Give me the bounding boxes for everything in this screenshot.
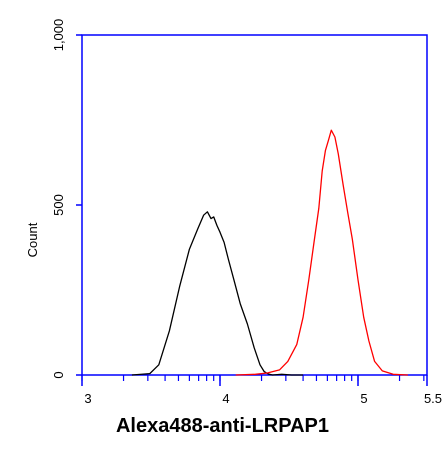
x-axis-label: Alexa488-anti-LRPAP1 — [115, 415, 330, 437]
x-tick-label: 3 — [84, 391, 91, 406]
histogram-line-0 — [131, 211, 304, 376]
histogram-series — [131, 129, 408, 376]
y-tick-label: 500 — [51, 194, 66, 216]
y-tick-label: 0 — [51, 371, 66, 378]
y-axis-label: Count — [25, 222, 40, 257]
x-tick-label: 4 — [222, 391, 229, 406]
y-tick-label: 1,000 — [51, 19, 66, 52]
plot-frame — [81, 34, 428, 376]
x-tick-label: 5.5 — [424, 391, 442, 406]
axis-ticks: 0 500 1,000 3 4 5 5.5 — [51, 19, 442, 406]
histogram-line-1 — [235, 129, 408, 376]
x-tick-label: 5 — [360, 391, 367, 406]
